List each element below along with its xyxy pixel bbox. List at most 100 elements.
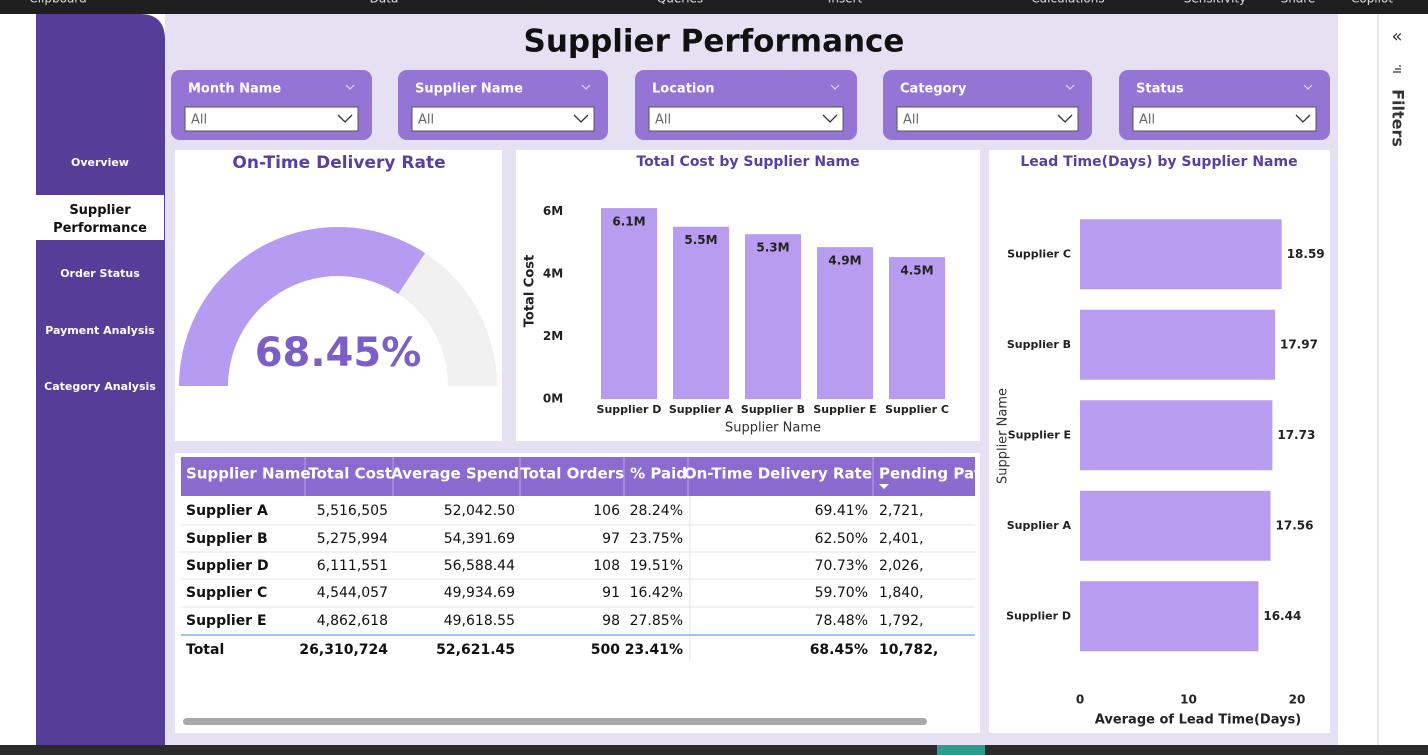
chart-title: Total Cost by Supplier Name (636, 154, 859, 170)
filters: Month Name All Supplier Name All Location All… (171, 70, 1330, 140)
gauge-value: 68.45% (255, 330, 422, 376)
ribbon-tab[interactable]: Data (370, 0, 399, 6)
table-cell: 70.73% (815, 558, 868, 574)
status-bar (0, 745, 1428, 755)
y-axis-label: Total Cost (523, 255, 538, 327)
bar[interactable] (817, 247, 873, 399)
filter-dropdown[interactable] (411, 106, 595, 132)
value-label: 4.5M (900, 264, 933, 278)
filter-label: Month Name (188, 82, 281, 97)
ribbon-tab[interactable]: Insert (828, 0, 863, 6)
x-tick-label: 20 (1289, 693, 1306, 707)
bar[interactable] (1080, 309, 1275, 380)
value-label: 17.73 (1277, 428, 1315, 442)
dropdown-chevron (573, 114, 589, 123)
table-cell: Supplier B (186, 531, 268, 547)
y-tick-label: 4M (543, 267, 563, 281)
filter-dropdown[interactable] (184, 106, 359, 132)
ribbon: Clipboard Data Queries Insert Calculations Se… (29, 0, 1393, 6)
nav: Overview Supplier Performance Order Status P… (36, 156, 164, 393)
table-cell: 54,391.69 (444, 531, 515, 547)
filter-chevron (581, 84, 591, 90)
table-cell: 2,721, (879, 503, 924, 519)
table-cell: 23.75% (630, 531, 683, 547)
value-label: 17.97 (1280, 337, 1318, 351)
table-cell: 1,792, (879, 613, 924, 629)
nav-item[interactable]: Category Analysis (44, 380, 156, 393)
bar[interactable] (601, 208, 657, 399)
dropdown-chevron (822, 114, 838, 123)
bar[interactable] (745, 234, 801, 399)
ribbon-tab[interactable]: Sensitivity (1184, 0, 1246, 6)
column-header[interactable]: % Paid (630, 465, 687, 483)
bar[interactable] (1080, 400, 1273, 471)
filter-dropdown[interactable] (1132, 106, 1317, 132)
filter-value: All (1139, 113, 1155, 128)
filter-dropdown[interactable] (896, 106, 1079, 132)
table-cell: 91 (602, 585, 620, 601)
x-tick-label: Supplier C (885, 403, 949, 416)
nav-item[interactable]: Overview (71, 156, 129, 169)
table-cell: Supplier C (186, 585, 267, 601)
table-cell: 5,275,994 (317, 531, 388, 547)
bar[interactable] (1080, 581, 1259, 652)
x-tick-label: Supplier A (669, 403, 734, 416)
ribbon-tab[interactable]: Copilot (1351, 0, 1393, 6)
nav-item[interactable]: Supplier Performance (53, 203, 147, 236)
table-cell: 97 (602, 531, 620, 547)
column-header[interactable]: Total Orders (520, 465, 624, 483)
column-header[interactable]: Total Cost (308, 465, 392, 483)
filter-label: Location (652, 82, 715, 97)
filter-chevron (1303, 84, 1313, 90)
nav-item[interactable]: Payment Analysis (45, 324, 155, 337)
filter-chevron (345, 84, 355, 90)
table-cell: 27.85% (630, 613, 683, 629)
column-header[interactable]: Supplier Name (186, 465, 311, 483)
y-tick-label: Supplier B (1007, 338, 1071, 351)
y-tick-label: Supplier A (1007, 519, 1072, 532)
column-header[interactable]: On-Time Delivery Rate (684, 465, 872, 483)
filter-value: All (655, 113, 671, 128)
column-header[interactable]: Average Spend (391, 465, 519, 483)
nav-item[interactable]: Order Status (60, 267, 140, 280)
x-axis-label: Supplier Name (725, 421, 821, 436)
ribbon-tab[interactable]: Share (1281, 0, 1316, 6)
ribbon-tab[interactable]: Calculations (1031, 0, 1104, 6)
filter-value: All (903, 113, 919, 128)
filter-chevron (830, 84, 840, 90)
scrollbar[interactable] (183, 718, 927, 725)
bar[interactable] (889, 257, 945, 399)
table-cell: Supplier D (186, 558, 269, 574)
table-cell: 108 (593, 558, 620, 574)
ribbon-tab[interactable]: Queries (657, 0, 703, 6)
collapse-button[interactable]: « (1391, 26, 1402, 47)
table-cell: Supplier A (186, 503, 268, 519)
filter-chevron (1065, 84, 1075, 90)
table-cell: 56,588.44 (444, 558, 515, 574)
x-tick-label: Supplier B (741, 403, 805, 416)
bar[interactable] (1080, 490, 1271, 561)
table-cell: 59.70% (815, 585, 868, 601)
filter-icon (1393, 65, 1401, 73)
ribbon-bar (0, 0, 1428, 14)
filters-pane-title[interactable]: Filters (1389, 89, 1408, 147)
dropdown-chevron (337, 114, 353, 123)
table-header (181, 457, 975, 496)
charts: On-Time Delivery Rate 68.45% Total Cost by… (179, 153, 1325, 728)
table-cell: 62.50% (815, 531, 868, 547)
ribbon-tab[interactable]: Clipboard (29, 0, 86, 6)
table-cell: 69.41% (815, 503, 868, 519)
bar[interactable] (673, 226, 729, 399)
value-label: 5.3M (756, 241, 789, 255)
filter-dropdown[interactable] (648, 106, 844, 132)
y-tick-label: Supplier E (1008, 428, 1071, 441)
table-cell: 98 (602, 613, 620, 629)
table-cell: Supplier E (186, 613, 267, 629)
table-cell: 6,111,551 (317, 558, 388, 574)
column-header[interactable]: Pending Pay (879, 465, 984, 483)
bar[interactable] (1080, 219, 1282, 290)
filter-label: Status (1136, 82, 1184, 97)
value-label: 16.44 (1263, 609, 1301, 623)
total-cell: 26,310,724 (299, 642, 388, 658)
y-tick-label: Supplier C (1007, 247, 1071, 260)
